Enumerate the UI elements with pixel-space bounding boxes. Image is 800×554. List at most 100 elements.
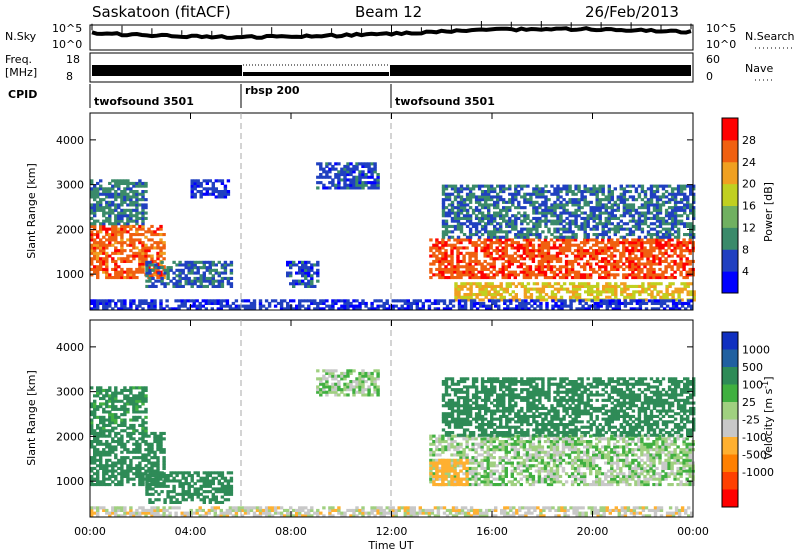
power-colorbar-swatch (722, 271, 738, 294)
power-cell (148, 276, 152, 280)
power-cell (571, 211, 575, 215)
power-cell (558, 249, 563, 253)
power-cell (649, 270, 653, 274)
power-cell (156, 241, 160, 245)
power-cell (319, 162, 323, 166)
power-cell (469, 307, 474, 311)
power-cell (559, 187, 563, 191)
power-cell (664, 249, 668, 253)
velocity-cell (316, 390, 320, 394)
power-cell (583, 249, 587, 253)
power-cell (454, 293, 458, 297)
power-cell (220, 271, 225, 275)
power-cell (196, 266, 200, 270)
power-cell (520, 222, 524, 226)
power-cell (156, 273, 160, 277)
power-cell (286, 307, 290, 311)
velocity-cell (483, 450, 487, 454)
velocity-cell (480, 474, 484, 478)
velocity-cell (367, 374, 371, 378)
power-cell (217, 274, 221, 278)
power-cell (586, 187, 590, 191)
velocity-cell (153, 464, 157, 468)
power-cell (159, 254, 163, 258)
power-cell (459, 187, 464, 191)
power-cell (526, 235, 530, 239)
power-cell (435, 238, 439, 242)
power-cell (562, 287, 567, 291)
velocity-cell (144, 469, 148, 473)
power-cell (129, 233, 133, 237)
power-cell (145, 260, 149, 264)
power-cell (187, 268, 191, 272)
power-cell (192, 301, 196, 305)
power-cell (577, 208, 581, 212)
power-cell (586, 259, 590, 263)
power-cell (616, 259, 620, 263)
power-cell (626, 287, 630, 291)
power-cell (643, 216, 648, 220)
power-cell (649, 195, 654, 199)
power-cell (692, 214, 696, 218)
velocity-cell (172, 490, 176, 494)
power-cell (480, 262, 484, 266)
power-cell (156, 267, 160, 271)
power-cell (349, 301, 353, 305)
power-cell (117, 214, 121, 218)
power-cell (640, 219, 645, 223)
power-cell (640, 238, 644, 242)
velocity-cell (465, 453, 469, 457)
power-cell (575, 307, 579, 311)
power-cell (532, 187, 536, 191)
power-cell (210, 307, 214, 311)
power-cell (637, 216, 642, 220)
power-cell (498, 249, 502, 253)
velocity-cell (156, 480, 160, 484)
power-cell (592, 208, 596, 212)
power-cell (325, 170, 329, 174)
power-cell (298, 266, 302, 270)
power-cell (634, 267, 638, 271)
velocity-cell (187, 474, 191, 478)
power-cell (505, 284, 509, 288)
power-cell (589, 200, 593, 204)
power-cell (105, 211, 109, 215)
velocity-cell (220, 482, 225, 486)
power-cell (550, 192, 554, 196)
velocity-cell (102, 477, 106, 481)
power-cell (596, 298, 600, 302)
power-cell (442, 307, 447, 311)
power-cell (583, 190, 587, 194)
power-cell (581, 307, 585, 311)
velocity-cell (111, 426, 115, 430)
power-cell (292, 307, 296, 311)
power-cell (150, 233, 154, 237)
power-cell (501, 265, 505, 269)
velocity-cell (471, 477, 475, 481)
power-cell (619, 251, 623, 255)
power-cell (605, 299, 609, 303)
power-cell (400, 304, 404, 308)
power-cell (114, 222, 118, 226)
velocity-cell (376, 371, 380, 375)
power-cell (96, 267, 100, 271)
power-cell (526, 230, 530, 234)
velocity-cell (331, 390, 335, 394)
power-cell (650, 293, 654, 297)
power-cell (429, 246, 433, 250)
velocity-cell (370, 380, 374, 384)
power-cell (650, 299, 655, 303)
power-cell (610, 238, 614, 242)
velocity-cell (132, 426, 136, 430)
power-cell (154, 279, 158, 283)
velocity-cell (138, 394, 142, 398)
velocity-cell (123, 474, 127, 478)
power-cell (93, 267, 97, 271)
power-cell (456, 246, 460, 250)
power-cell (403, 299, 407, 303)
power-cell (211, 284, 215, 288)
power-cell (456, 270, 460, 274)
power-cell (448, 301, 453, 305)
power-cell (619, 198, 623, 202)
power-cell (622, 198, 627, 202)
